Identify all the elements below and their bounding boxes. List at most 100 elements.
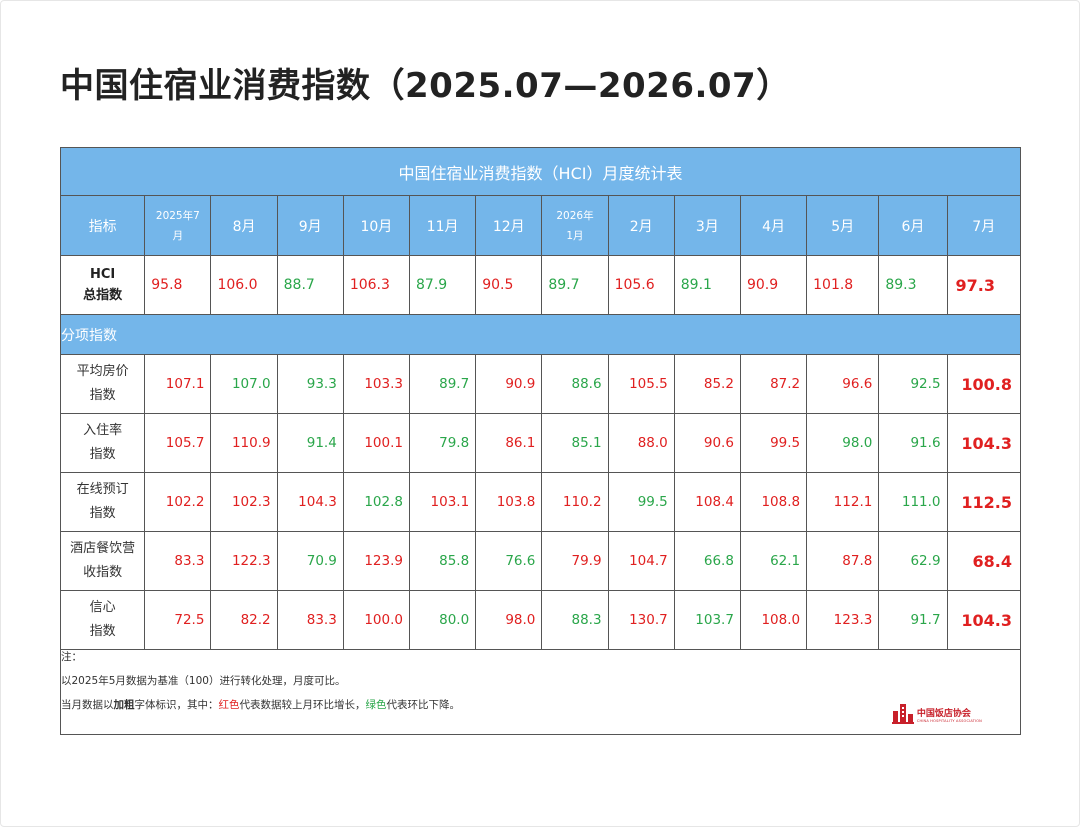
sub-index-label: 酒店餐饮营 收指数 <box>59 531 146 591</box>
sub-index-value-cell: 123.3 <box>806 590 880 650</box>
header-month: 11月 <box>408 195 477 256</box>
hci-monthly-table: 中国住宿业消费指数（HCI）月度统计表 指标 2025年7 月 8月 9月 10月 11月… <box>59 147 1022 735</box>
header-month-line1: 4月 <box>762 218 785 235</box>
sub-index-value-cell: 122.3 <box>210 531 278 591</box>
table-caption: 中国住宿业消费指数（HCI）月度统计表 <box>60 147 1021 196</box>
logo-english: CHINA HOSPITALITY ASSOCIATION <box>916 719 982 723</box>
header-month: 7月 <box>946 195 1022 256</box>
note-text-b: 字体标识，其中： <box>134 699 219 711</box>
header-month-line1: 2月 <box>629 218 653 235</box>
header-month-line1: 2025年7 <box>155 209 200 222</box>
hci-label-line2: 总指数 <box>83 288 123 303</box>
sub-index-value-cell: 99.5 <box>739 413 808 473</box>
sub-index-value-cell: 104.3 <box>946 413 1022 473</box>
sub-index-label: 入住率 指数 <box>59 413 146 473</box>
sub-index-label-line2: 指数 <box>89 388 116 403</box>
hci-value-cell: 106.0 <box>210 255 278 315</box>
header-month: 9月 <box>276 195 344 256</box>
hci-value-cell: 90.5 <box>475 255 543 315</box>
header-month-line1: 9月 <box>298 218 322 235</box>
sub-index-value-cell: 112.5 <box>946 472 1022 532</box>
sub-index-value-cell: 104.3 <box>276 472 344 532</box>
sub-index-value-cell: 62.9 <box>878 531 948 591</box>
sub-index-value-cell: 79.8 <box>408 413 477 473</box>
note-text-d: 代表环比下降。 <box>386 699 461 711</box>
association-logo: 中国饭店协会 CHINA HOSPITALITY ASSOCIATION <box>891 702 982 724</box>
note-green: 绿色 <box>365 699 387 711</box>
sub-index-value-cell: 89.7 <box>408 354 477 414</box>
sub-index-value-cell: 123.9 <box>342 531 411 591</box>
sub-index-value-cell: 91.7 <box>878 590 948 650</box>
header-month-line2: 月 <box>172 229 184 242</box>
header-month-line1: 3月 <box>695 218 719 235</box>
sub-index-label-line1: 酒店餐饮营 <box>70 541 136 556</box>
sub-index-value-cell: 88.3 <box>541 590 609 650</box>
sub-index-label-line1: 在线预订 <box>76 482 129 497</box>
sub-index-value-cell: 102.2 <box>144 472 212 532</box>
sub-index-value-cell: 85.8 <box>408 531 477 591</box>
note-red: 红色 <box>218 699 240 711</box>
sub-index-value-cell: 98.0 <box>806 413 880 473</box>
sub-index-value-cell: 100.1 <box>342 413 411 473</box>
hci-value-cell: 97.3 <box>946 255 1022 315</box>
sub-index-value-cell: 99.5 <box>607 472 675 532</box>
header-month: 2025年7 月 <box>144 195 212 256</box>
note-text-c: 代表数据较上月环比增长， <box>239 699 366 711</box>
header-month: 8月 <box>210 195 278 256</box>
hci-value-cell: 89.1 <box>673 255 741 315</box>
header-indicator: 指标 <box>59 195 146 256</box>
header-month-line1: 10月 <box>360 218 393 235</box>
header-month-line1: 12月 <box>492 218 525 235</box>
sub-index-value-cell: 62.1 <box>739 531 808 591</box>
sub-index-value-cell: 104.7 <box>607 531 675 591</box>
table-row: 信心 指数 72.5 82.2 83.3 100.0 80.0 98.0 88.3 130.7 10… <box>59 590 1022 650</box>
sub-index-label-line1: 信心 <box>89 600 116 615</box>
sub-index-value-cell: 68.4 <box>946 531 1022 591</box>
note-prefix: 注： <box>61 651 82 663</box>
sub-index-value-cell: 105.7 <box>144 413 212 473</box>
building-logo-icon <box>891 704 914 724</box>
hci-label-line1: HCI <box>89 267 116 282</box>
hci-value-cell: 88.7 <box>276 255 344 315</box>
sub-index-value-cell: 92.5 <box>878 354 948 414</box>
hci-value-cell: 106.3 <box>342 255 411 315</box>
sub-index-label: 平均房价 指数 <box>59 354 146 414</box>
sub-index-label-line2: 指数 <box>89 506 116 521</box>
sub-index-value-cell: 93.3 <box>276 354 344 414</box>
sub-index-label: 在线预订 指数 <box>59 472 146 532</box>
sub-index-value-cell: 130.7 <box>607 590 675 650</box>
notes-cell: 注： 以2025年5月数据为基准（100）进行转化处理，月度可比。 当月数据以加… <box>60 649 1021 735</box>
header-month-line2: 1月 <box>566 229 584 242</box>
sub-index-value-cell: 91.6 <box>878 413 948 473</box>
sub-index-value-cell: 108.4 <box>673 472 741 532</box>
sub-index-value-cell: 105.5 <box>607 354 675 414</box>
header-month-line1: 11月 <box>426 218 459 235</box>
sub-index-value-cell: 86.1 <box>475 413 543 473</box>
sub-index-value-cell: 96.6 <box>806 354 880 414</box>
sub-index-value-cell: 90.9 <box>475 354 543 414</box>
sub-index-value-cell: 108.8 <box>739 472 808 532</box>
sub-index-value-cell: 111.0 <box>878 472 948 532</box>
header-month: 4月 <box>739 195 808 256</box>
header-month: 12月 <box>475 195 543 256</box>
header-month: 2月 <box>607 195 675 256</box>
sub-index-value-cell: 72.5 <box>144 590 212 650</box>
hci-value-cell: 101.8 <box>806 255 880 315</box>
sub-index-value-cell: 85.2 <box>673 354 741 414</box>
sub-index-value-cell: 102.8 <box>342 472 411 532</box>
sub-index-value-cell: 80.0 <box>408 590 477 650</box>
sub-index-value-cell: 88.6 <box>541 354 609 414</box>
header-month-line1: 6月 <box>901 218 925 235</box>
hci-value-cell: 89.7 <box>541 255 609 315</box>
table-row: 入住率 指数 105.7 110.9 91.4 100.1 79.8 86.1 85.1 88.0… <box>59 413 1022 473</box>
sub-index-label-line2: 指数 <box>89 447 116 462</box>
sub-index-value-cell: 85.1 <box>541 413 609 473</box>
sub-index-value-cell: 76.6 <box>475 531 543 591</box>
header-month-line1: 5月 <box>831 218 855 235</box>
sub-index-label-line2: 收指数 <box>83 565 123 580</box>
table-row: 在线预订 指数 102.2 102.3 104.3 102.8 103.1 103.8 110.… <box>59 472 1022 532</box>
sub-index-value-cell: 110.2 <box>541 472 609 532</box>
sub-index-label-line2: 指数 <box>89 624 116 639</box>
sub-index-value-cell: 107.0 <box>210 354 278 414</box>
hci-label: HCI 总指数 <box>59 255 146 315</box>
